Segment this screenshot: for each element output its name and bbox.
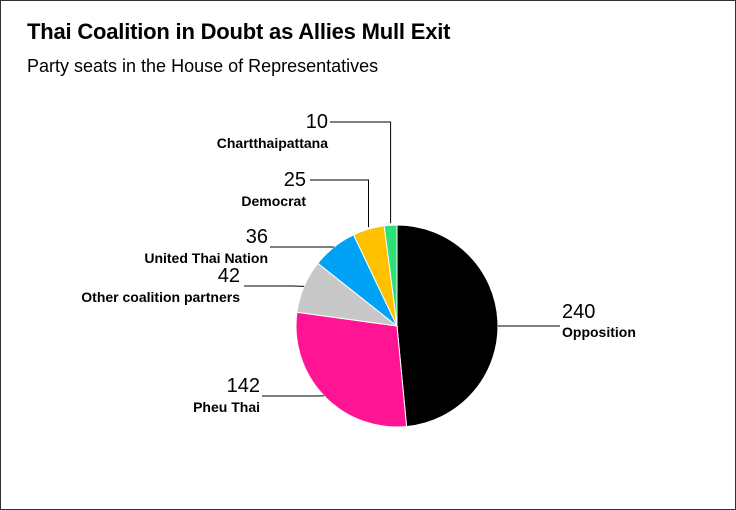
pie-slice-pheu-thai: [295, 311, 408, 428]
pie-slice-opposition: [396, 224, 499, 428]
slice-label-chartthaipattana: Chartthaipattana: [217, 135, 328, 151]
pie-slices: [295, 224, 499, 428]
slice-value-chartthaipattana: 10: [306, 111, 328, 133]
slice-label-united-thai-nation: United Thai Nation: [144, 250, 268, 266]
slice-value-democrat: 25: [284, 169, 306, 191]
leader-lines: [244, 121, 560, 397]
slice-value-opposition: 240: [562, 301, 595, 323]
slice-value-united-thai-nation: 36: [246, 226, 268, 248]
leader-line-chartthaipattana: [330, 121, 392, 224]
slice-label-democrat: Democrat: [241, 193, 306, 209]
pie-slice-chartthaipattana: [383, 224, 398, 327]
leader-line-democrat: [310, 179, 369, 228]
slice-label-opposition: Opposition: [562, 324, 636, 340]
slice-label-other-coalition-partners: Other coalition partners: [81, 289, 240, 305]
chart-subtitle: Party seats in the House of Representati…: [27, 56, 379, 76]
slice-value-pheu-thai: 142: [227, 375, 260, 397]
slice-value-other-coalition-partners: 42: [218, 265, 240, 287]
chart-title: Thai Coalition in Doubt as Allies Mull E…: [27, 19, 451, 44]
slice-label-pheu-thai: Pheu Thai: [193, 399, 260, 415]
